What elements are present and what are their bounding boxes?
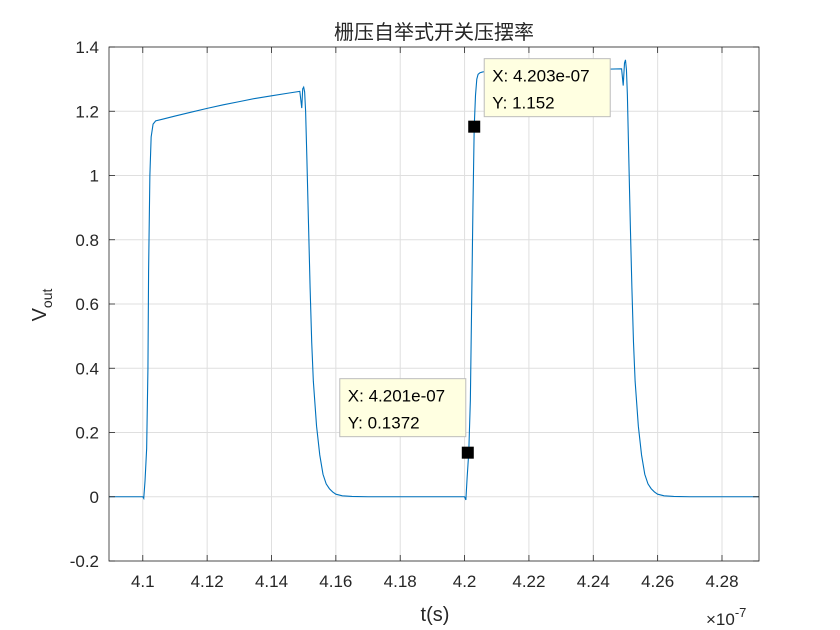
datatip: X: 4.203e-07 Y: 1.152 <box>468 58 611 133</box>
x-axis-label: t(s) <box>421 604 450 626</box>
y-tick-label: 0.2 <box>75 424 99 443</box>
plot-area: 4.1 4.12 4.14 4.16 4.18 4.2 4.22 4.24 4.26 4.28 -0… <box>70 38 760 591</box>
x-tick-label: 4.16 <box>319 572 352 591</box>
y-tick-label: 0 <box>90 488 99 507</box>
y-axis-label-main: V <box>29 307 51 321</box>
x-tick-label: 4.2 <box>453 572 477 591</box>
y-tick-label: 0.8 <box>75 231 99 250</box>
x-tick-label: 4.12 <box>191 572 224 591</box>
tick-labels: 4.1 4.12 4.14 4.16 4.18 4.2 4.22 4.24 4.26 4.28 -0… <box>70 38 739 591</box>
x-exponent: ×10-7 <box>706 605 746 629</box>
y-axis-label-sub: out <box>39 288 55 308</box>
x-tick-label: 4.14 <box>255 572 288 591</box>
x-exponent-power: -7 <box>735 605 747 620</box>
x-tick-label: 4.26 <box>641 572 674 591</box>
datatip-marker <box>461 446 474 459</box>
datatip-box <box>339 378 467 438</box>
datatip-y-text: Y: 0.1372 <box>348 414 420 433</box>
datatip-box <box>483 58 611 118</box>
chart-title: 栅压自举式开关压摆率 <box>334 20 534 44</box>
x-tick-label: 4.18 <box>384 572 417 591</box>
ticks <box>109 46 759 562</box>
y-tick-label: 0.6 <box>75 295 99 314</box>
y-tick-label: 1 <box>90 167 99 186</box>
y-axis-label: Vout <box>29 288 55 321</box>
y-tick-label: 0.4 <box>75 359 99 378</box>
datatip-y-text: Y: 1.152 <box>492 94 554 113</box>
x-tick-label: 4.24 <box>577 572 610 591</box>
datatip-marker <box>468 120 481 133</box>
datatip-x-text: X: 4.201e-07 <box>348 387 445 406</box>
x-tick-label: 4.1 <box>131 572 155 591</box>
y-tick-label: 1.2 <box>75 102 99 121</box>
datatips: X: 4.203e-07 Y: 1.152 X: 4.201e-07 Y: 0.137… <box>339 58 611 459</box>
x-tick-label: 4.22 <box>512 572 545 591</box>
x-exponent-base: ×10 <box>706 610 735 629</box>
datatip: X: 4.201e-07 Y: 0.1372 <box>339 378 474 459</box>
datatip-x-text: X: 4.203e-07 <box>492 67 589 86</box>
y-tick-label: 1.4 <box>75 38 99 57</box>
y-tick-label: -0.2 <box>70 552 99 571</box>
x-tick-label: 4.28 <box>705 572 738 591</box>
series-line <box>109 59 759 501</box>
